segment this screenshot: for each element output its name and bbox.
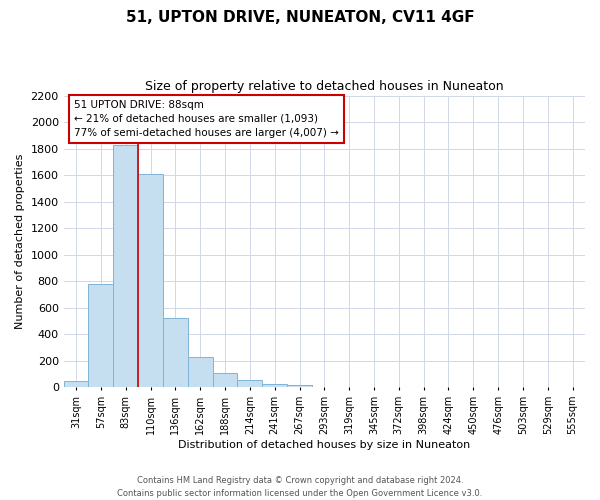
Title: Size of property relative to detached houses in Nuneaton: Size of property relative to detached ho… [145,80,503,93]
Bar [262,384,287,388]
Bar [138,174,163,388]
Bar [212,372,238,388]
Y-axis label: Number of detached properties: Number of detached properties [15,154,25,329]
Bar [113,144,138,388]
Bar [163,318,188,388]
Text: 51, UPTON DRIVE, NUNEATON, CV11 4GF: 51, UPTON DRIVE, NUNEATON, CV11 4GF [125,10,475,25]
Bar [88,284,113,388]
Text: 51 UPTON DRIVE: 88sqm
← 21% of detached houses are smaller (1,093)
77% of semi-d: 51 UPTON DRIVE: 88sqm ← 21% of detached … [74,100,339,138]
Bar [188,357,212,388]
X-axis label: Distribution of detached houses by size in Nuneaton: Distribution of detached houses by size … [178,440,470,450]
Bar [238,380,262,388]
Bar [64,380,88,388]
Bar [287,384,312,388]
Text: Contains HM Land Registry data © Crown copyright and database right 2024.
Contai: Contains HM Land Registry data © Crown c… [118,476,482,498]
